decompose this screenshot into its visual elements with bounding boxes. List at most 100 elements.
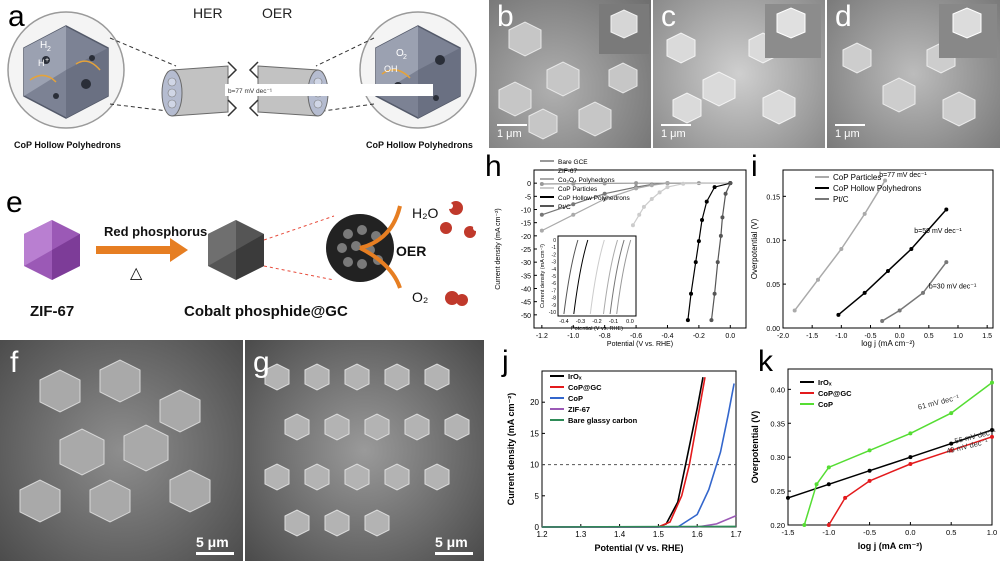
data-point [539,212,544,217]
panel-c-scalebar [661,124,691,126]
h2-sub: 2 [47,46,51,53]
data-point [909,247,914,251]
legend-entry: CoP [568,394,583,403]
x-tick-label: 1.7 [730,530,742,539]
data-point [880,318,885,323]
panel-h: -1.2 -1.0 -0.8 -0.6 -0.4 -0.2 0.0 0 -5 -10 -15 -20-… [484,150,754,348]
tube-overlay-bar [225,84,433,96]
data-point [862,211,867,216]
x-tick-label: -1.5 [782,528,795,537]
y-tick-label: 0.35 [770,419,785,428]
x-tick-label: -1.0 [822,528,835,537]
porous-carbon-icon [326,214,394,282]
data-point [944,260,949,265]
x-tick-label: 0.5 [946,528,956,537]
slope-annotation: b=77 mV dec⁻¹ [879,172,927,179]
legend-entry: CoP@GC [818,389,852,398]
legend-entry: Pt/C [833,195,849,204]
legend-entry: Bare glassy carbon [568,416,638,425]
h2o-text: H₂O [412,205,439,221]
chart-i: -2.0 -1.5 -1.0 -0.5 0.0 0.5 1.0 1.5 0.00 0.05 0.10… [750,169,994,348]
legend-entry: ZIF-67 [558,168,578,175]
panel-g-label: g [253,346,270,379]
x-tick-label: -0.8 [599,333,611,340]
panel-b-label: b [497,0,514,33]
inset-x-tick-label: -0.4 [559,319,568,325]
data-point [990,380,994,385]
panel-a-schematic: H 2 H + O 2 OH [7,5,477,150]
panel-c-sem: c 1 μm [653,0,825,148]
y-tick-label: 15 [530,429,539,438]
x-tick-label: -0.5 [864,333,876,340]
x-axis-label: log j (mA cm⁻²) [861,339,915,348]
data-point [826,523,831,527]
panel-f-label: f [10,346,19,379]
panel-a: H 2 H + O 2 OH [0,0,484,157]
data-point [802,523,807,527]
inset-frame [557,235,637,317]
panel-b-sem: b 1 μm [489,0,651,148]
x-tick-label: 1.4 [614,530,626,539]
data-point [814,482,819,487]
y-tick-label: -5 [525,194,531,201]
inset-y-tick-label: -10 [549,310,556,316]
y-tick-label: -15 [521,221,531,228]
data-point [665,185,670,190]
data-point [990,434,994,439]
inset-y-tick-label: -1 [552,245,557,251]
data-point [728,181,733,186]
data-point [681,181,686,186]
data-point [602,196,607,201]
y-tick-label: -10 [521,208,531,215]
x-tick-label: 1.3 [575,530,587,539]
panel-d-sem: d 1 μm [827,0,1000,148]
series-line-1 [828,436,993,526]
data-point [949,411,954,416]
slope-annotation: b=59 mV dec⁻¹ [914,228,962,235]
data-point [571,212,576,217]
data-point [700,218,705,223]
data-point [921,290,925,295]
legend-entry: CoP [818,400,833,409]
series-line-0 [787,429,993,499]
panel-j: 1.2 1.3 1.4 1.5 1.6 1.7 0 5 10 15 20 Potential (V v… [484,345,744,561]
data-point [712,291,717,296]
y-tick-label: -30 [521,260,531,267]
x-tick-label: -1.2 [536,333,548,340]
data-point [720,215,725,220]
inset-y-tick-label: -2 [552,252,557,258]
data-point [867,478,872,483]
inset-series-line [589,239,605,315]
data-point [696,239,701,244]
panel-d-scalebar [835,124,865,126]
y-tick-label: 0.30 [770,453,785,462]
data-point [602,181,607,186]
data-point [693,260,698,265]
oer-label: OER [262,5,292,21]
oxygen-molecule-icon [445,291,468,306]
x-tick-label: -0.4 [661,333,673,340]
y-tick-label: 0 [535,523,540,532]
slope-annotation: 61 mV dec⁻¹ [917,393,961,412]
data-point [990,428,994,433]
data-point [715,260,720,265]
inset-y-tick-label: 0 [553,238,556,244]
data-point [867,448,872,453]
series-line-2 [881,261,947,322]
legend-entry: IrOₓ [568,372,582,381]
panel-i-label: i [751,150,758,183]
inset-y-tick-label: -8 [552,296,557,302]
left-caption: CoP Hollow Polyhedrons [14,140,121,150]
cobalt-phosphide-crystal-icon [208,220,264,280]
data-point [689,291,694,296]
x-tick-label: -1.0 [567,333,579,340]
inset-y-tick-label: -9 [552,303,557,309]
data-point [949,448,954,453]
y-axis-label: Current density (mA cm⁻²) [506,393,516,505]
y-tick-label: 5 [535,492,540,501]
y-tick-label: 0.05 [766,282,780,289]
x-tick-label: -0.5 [863,528,876,537]
data-point [843,495,848,500]
data-point [908,431,913,436]
data-point [723,191,728,196]
